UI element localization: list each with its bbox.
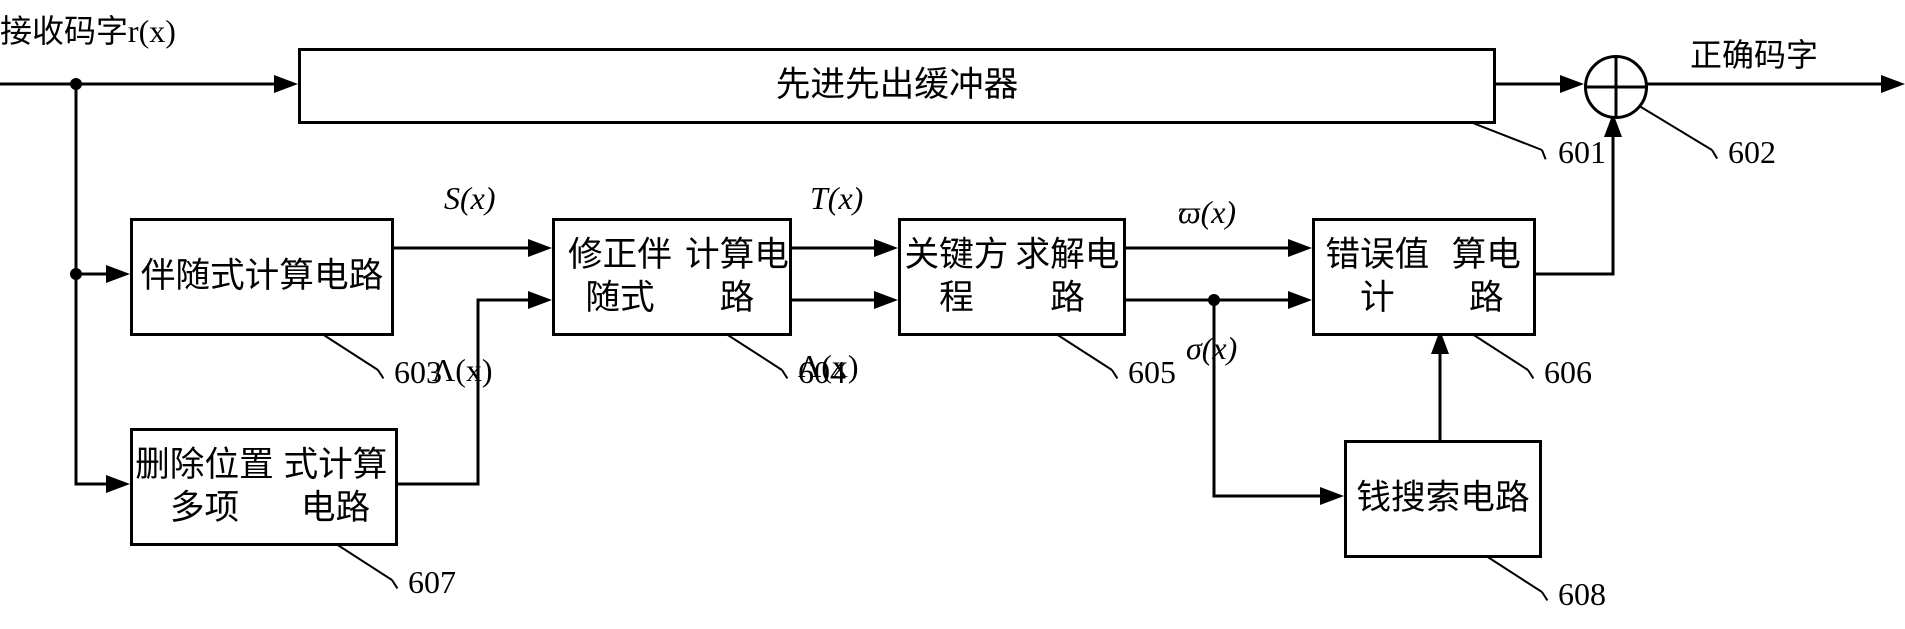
signal-sigma: σ(x) (1186, 330, 1237, 367)
input-label: 接收码字r(x) (0, 6, 176, 52)
ref-605: 605 (1128, 354, 1176, 391)
key-equation-block: 关键方程求解电路 (898, 218, 1126, 336)
signal-Tx: T(x) (810, 180, 863, 217)
ref-607: 607 (408, 564, 456, 601)
ref-603: 603 (394, 354, 442, 391)
xor-adder (1584, 55, 1648, 119)
ref-601: 601 (1558, 134, 1606, 171)
signal-Sx: S(x) (444, 180, 496, 217)
fifo-buffer-block: 先进先出缓冲器 (298, 48, 1496, 124)
ref-602: 602 (1728, 134, 1776, 171)
ref-606: 606 (1544, 354, 1592, 391)
ref-608: 608 (1558, 576, 1606, 613)
error-value-block: 错误值计算电路 (1312, 218, 1536, 336)
ref-604: 604 (798, 354, 846, 391)
chien-search-block: 钱搜索电路 (1344, 440, 1542, 558)
output-label: 正确码字 (1690, 30, 1818, 76)
modified-syndrome-block: 修正伴随式计算电路 (552, 218, 792, 336)
syndrome-calc-block: 伴随式计算电路 (130, 218, 394, 336)
erasure-poly-block: 删除位置多项式计算电路 (130, 428, 398, 546)
signal-omega: ϖ(x) (1178, 194, 1236, 231)
